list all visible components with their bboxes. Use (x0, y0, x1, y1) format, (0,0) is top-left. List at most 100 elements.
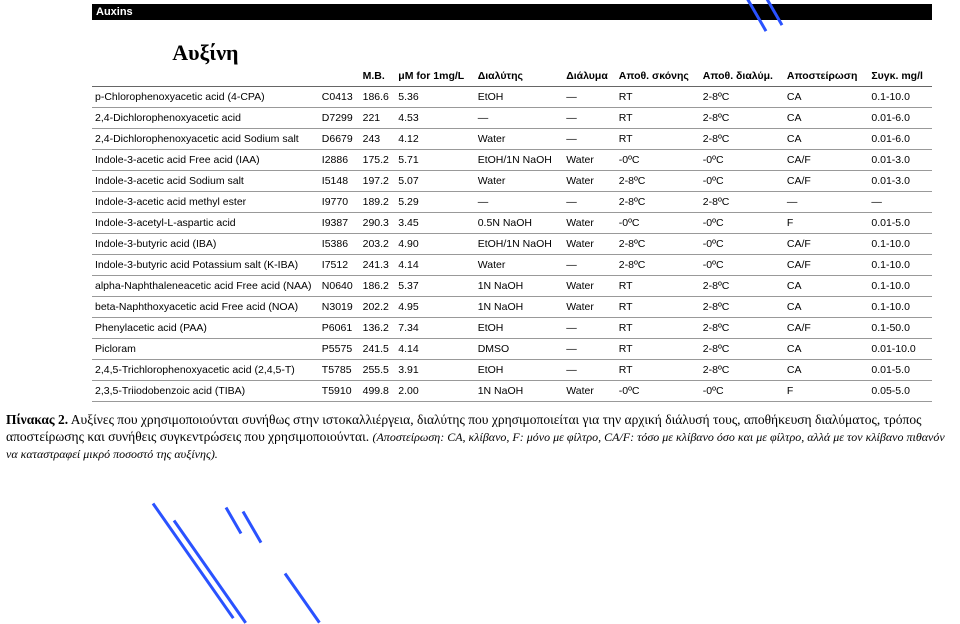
cell-steril: CA (784, 87, 868, 108)
cell-mb: 136.2 (360, 318, 396, 339)
cell-code: T5785 (319, 360, 360, 381)
cell-code: I9387 (319, 213, 360, 234)
cell-ss: -0ºC (700, 213, 784, 234)
cell-sp: RT (616, 297, 700, 318)
cell-solvent: Water (475, 171, 563, 192)
cell-conc: 0.01-3.0 (868, 171, 932, 192)
cell-solution: — (563, 108, 616, 129)
cell-ss: -0ºC (700, 255, 784, 276)
th-steril: Αποστείρωση (784, 20, 868, 87)
cell-name: Indole-3-acetic acid Sodium salt (92, 171, 319, 192)
cell-mb: 186.2 (360, 276, 396, 297)
cell-conc: 0.1-10.0 (868, 276, 932, 297)
cell-name: p-Chlorophenoxyacetic acid (4-CPA) (92, 87, 319, 108)
cell-solvent: EtOH (475, 360, 563, 381)
cell-name: Indole-3-butyric acid (IBA) (92, 234, 319, 255)
cell-solution: — (563, 129, 616, 150)
cell-name: beta-Naphthoxyacetic acid Free acid (NOA… (92, 297, 319, 318)
cell-solvent: 0.5N NaOH (475, 213, 563, 234)
cell-steril: CA/F (784, 318, 868, 339)
cell-code: D7299 (319, 108, 360, 129)
cell-solution: Water (563, 213, 616, 234)
cell-steril: CA (784, 129, 868, 150)
cell-name: 2,3,5-Triiodobenzoic acid (TIBA) (92, 381, 319, 402)
cell-solvent: — (475, 192, 563, 213)
cell-steril: — (784, 192, 868, 213)
cell-code: N3019 (319, 297, 360, 318)
cell-steril: CA/F (784, 150, 868, 171)
table-row: alpha-Naphthaleneacetic acid Free acid (… (92, 276, 932, 297)
cell-conc: 0.01-10.0 (868, 339, 932, 360)
table-row: 2,3,5-Triiodobenzoic acid (TIBA)T5910499… (92, 381, 932, 402)
cell-steril: CA (784, 360, 868, 381)
table-row: Phenylacetic acid (PAA)P6061136.27.34EtO… (92, 318, 932, 339)
cell-name: Indole-3-acetyl-L-aspartic acid (92, 213, 319, 234)
cell-conc: 0.1-10.0 (868, 234, 932, 255)
cell-ss: -0ºC (700, 234, 784, 255)
cell-sp: -0ºC (616, 150, 700, 171)
cell-code: D6679 (319, 129, 360, 150)
cell-sp: RT (616, 318, 700, 339)
cell-solution: — (563, 192, 616, 213)
cell-mb: 203.2 (360, 234, 396, 255)
table-row: Indole-3-acetic acid Free acid (IAA)I288… (92, 150, 932, 171)
cell-conc: 0.01-6.0 (868, 108, 932, 129)
cell-um: 4.14 (395, 255, 474, 276)
table-header-row: Αυξίνη Μ.Β. μM for 1mg/L Διαλύτης Διάλυμ… (92, 20, 932, 87)
cell-name: 2,4-Dichlorophenoxyacetic acid Sodium sa… (92, 129, 319, 150)
cell-code: I7512 (319, 255, 360, 276)
cell-solvent: EtOH/1N NaOH (475, 150, 563, 171)
table-row: PicloramP5575241.54.14DMSO—RT2-8ºCCA0.01… (92, 339, 932, 360)
cell-steril: CA/F (784, 171, 868, 192)
cell-sp: 2-8ºC (616, 255, 700, 276)
cell-um: 7.34 (395, 318, 474, 339)
cell-ss: 2-8ºC (700, 339, 784, 360)
table-row: beta-Naphthoxyacetic acid Free acid (NOA… (92, 297, 932, 318)
cell-mb: 290.3 (360, 213, 396, 234)
cell-mb: 202.2 (360, 297, 396, 318)
page: Auxins Αυξίνη Μ.Β. μM for 1mg/L Διαλύτης… (0, 0, 960, 463)
cell-ss: 2-8ºC (700, 276, 784, 297)
th-auxin: Αυξίνη (92, 20, 319, 87)
cell-solvent: EtOH (475, 318, 563, 339)
cell-solution: Water (563, 297, 616, 318)
table-row: Indole-3-acetyl-L-aspartic acidI9387290.… (92, 213, 932, 234)
cell-um: 4.95 (395, 297, 474, 318)
cell-um: 3.45 (395, 213, 474, 234)
stroke-mark (152, 503, 235, 619)
cell-mb: 189.2 (360, 192, 396, 213)
cell-code: I2886 (319, 150, 360, 171)
cell-name: Indole-3-acetic acid Free acid (IAA) (92, 150, 319, 171)
cell-conc: 0.01-3.0 (868, 150, 932, 171)
cell-um: 2.00 (395, 381, 474, 402)
cell-ss: -0ºC (700, 381, 784, 402)
cell-um: 4.12 (395, 129, 474, 150)
cell-solution: — (563, 255, 616, 276)
cell-conc: 0.01-5.0 (868, 360, 932, 381)
th-solution: Διάλυμα (563, 20, 616, 87)
cell-solution: Water (563, 381, 616, 402)
table-row: 2,4-Dichlorophenoxyacetic acid Sodium sa… (92, 129, 932, 150)
cell-sp: RT (616, 360, 700, 381)
cell-mb: 243 (360, 129, 396, 150)
cell-solvent: — (475, 108, 563, 129)
th-code (319, 20, 360, 87)
cell-solvent: Water (475, 129, 563, 150)
cell-um: 5.29 (395, 192, 474, 213)
th-mb: Μ.Β. (360, 20, 396, 87)
cell-solvent: EtOH/1N NaOH (475, 234, 563, 255)
cell-code: N0640 (319, 276, 360, 297)
cell-mb: 186.6 (360, 87, 396, 108)
cell-solvent: 1N NaOH (475, 381, 563, 402)
cell-mb: 221 (360, 108, 396, 129)
table-row: Indole-3-acetic acid methyl esterI977018… (92, 192, 932, 213)
cell-mb: 241.3 (360, 255, 396, 276)
cell-conc: 0.01-5.0 (868, 213, 932, 234)
cell-um: 5.07 (395, 171, 474, 192)
cell-code: P6061 (319, 318, 360, 339)
table-row: p-Chlorophenoxyacetic acid (4-CPA)C04131… (92, 87, 932, 108)
cell-steril: CA (784, 276, 868, 297)
cell-solvent: Water (475, 255, 563, 276)
th-storage-powder: Αποθ. σκόνης (616, 20, 700, 87)
stroke-mark (242, 511, 263, 544)
